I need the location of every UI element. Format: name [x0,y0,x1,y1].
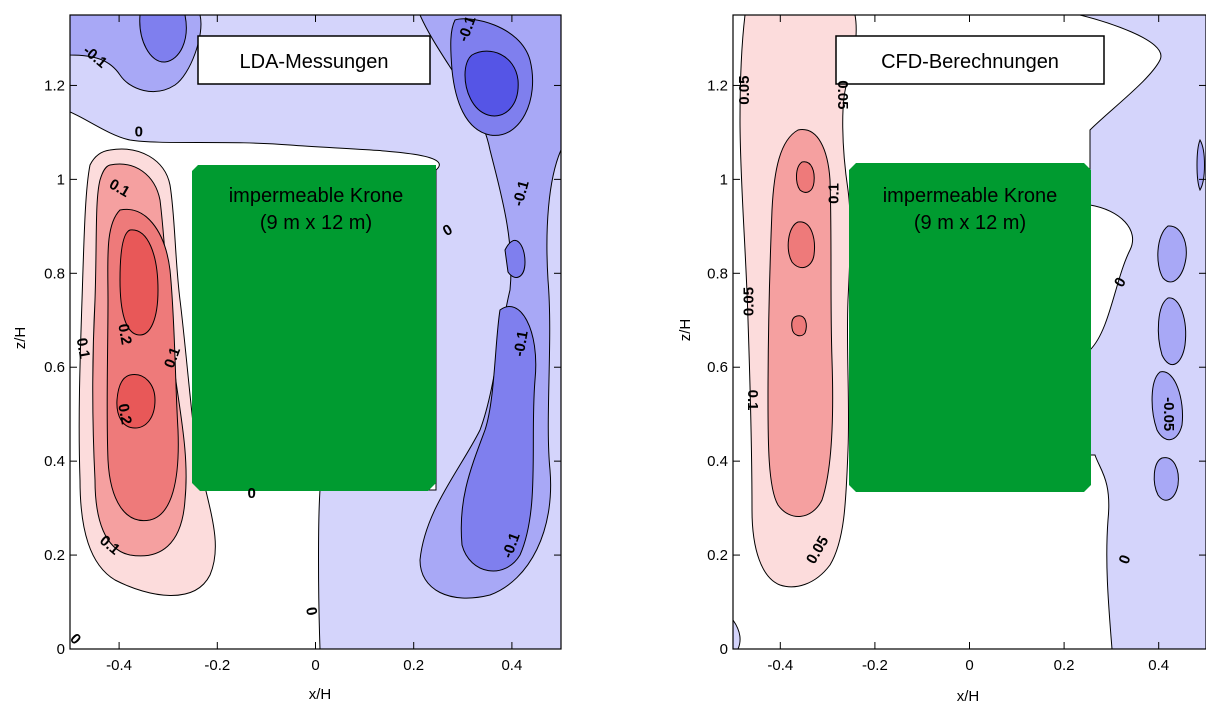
contour-region-neg-005 [1151,371,1184,440]
contour-label: 0 [135,123,143,140]
y-tick-label: 1 [57,171,65,188]
x-tick-label: -0.4 [767,657,793,674]
x-tick-label: 0.4 [1148,657,1169,674]
x-tick-label: -0.2 [204,657,230,674]
contour-label: 0.1 [826,183,843,204]
panel-title: CFD-Berechnungen [881,51,1059,73]
y-tick-label: 0 [720,641,728,658]
contour-region-neg-02 [504,240,526,278]
contour-label: 0.2 [114,402,134,425]
obstacle-label-line2: (9 m x 12 m) [914,212,1026,234]
contour-region-neg-02 [460,306,537,572]
contour-region-pos-015 [791,315,807,337]
contour-region-pos-015 [796,161,815,193]
contour-region-neg-005 [1196,138,1205,192]
x-tick-label: 0.4 [501,657,522,674]
contour-fields [733,15,1206,649]
contour-label: 0.05 [736,76,753,105]
x-tick-label: 0.2 [403,657,424,674]
title-box [835,35,1105,85]
contour-region-negative [70,15,561,649]
contour-region-neg-005 [1157,297,1187,366]
contour-label: 0.05 [741,287,758,316]
contour-region-pos-015 [787,221,815,269]
contour-label: -0.1 [510,179,533,208]
contour-region-pos-03 [116,374,156,429]
obstacle-impermeable-krone [849,163,1091,492]
x-axis-title: x/H [309,686,332,703]
panel-cfd-berechnungen: CFD-Berechnungen impermeable Krone (9 m … [677,14,1206,705]
y-tick-label: 0 [57,641,65,658]
contour-region-neg-02 [139,15,187,63]
x-tick-label: -0.4 [106,657,132,674]
axis-ticks: -0.4 -0.2 0 0.2 0.4 0 0.2 0.4 0.6 0.8 1 1.2 [707,15,1206,674]
y-axis-title: z/H [677,319,694,342]
y-tick-label: 0.8 [707,265,728,282]
y-tick-label: 0.6 [44,359,65,376]
y-tick-label: 0.2 [44,547,65,564]
contour-label: 0.1 [744,390,761,411]
x-tick-label: 0 [311,657,319,674]
contour-region-neg-005 [1157,225,1187,283]
contour-region-neg-005 [1153,457,1179,501]
x-tick-label: 0 [965,657,973,674]
contour-region-negative [733,619,741,649]
y-tick-label: 0.6 [707,359,728,376]
contour-region-neg-03 [464,50,519,117]
y-tick-label: 0.2 [707,547,728,564]
contour-label: 0.1 [161,345,184,370]
x-tick-label: 0.2 [1054,657,1075,674]
contour-label: 0 [302,606,320,617]
x-axis-title: x/H [957,688,980,705]
axis-ticks: -0.4 -0.2 0 0.2 0.4 0 0.2 0.4 0.6 0.8 1 1.2 [44,15,561,674]
y-tick-label: 1.2 [44,77,65,94]
contour-label: 0.1 [73,337,93,360]
y-tick-label: 1 [720,171,728,188]
y-tick-label: 0.4 [707,453,728,470]
contour-region-pos-03 [119,229,159,336]
obstacle-label-line2: (9 m x 12 m) [260,212,372,234]
obstacle-impermeable-krone [192,165,436,491]
obstacle-label-line1: impermeable Krone [883,185,1058,207]
y-tick-label: 0.8 [44,265,65,282]
contour-fields [70,15,561,649]
panel-title: LDA-Messungen [240,51,389,73]
contour-label: -0.1 [511,329,532,357]
contour-label: 0 [247,485,255,502]
contour-label: 0.05 [834,80,851,109]
y-tick-label: 0.4 [44,453,65,470]
obstacle-label-line1: impermeable Krone [229,185,404,207]
x-tick-label: -0.2 [862,657,888,674]
contour-label: -0.05 [1160,397,1177,431]
panel-lda-messungen: LDA-Messungen impermeable Krone (9 m x 1… [12,14,562,703]
contour-label: 0.2 [114,323,134,346]
y-tick-label: 1.2 [707,77,728,94]
y-axis-title: z/H [12,327,29,350]
title-box [197,35,431,85]
